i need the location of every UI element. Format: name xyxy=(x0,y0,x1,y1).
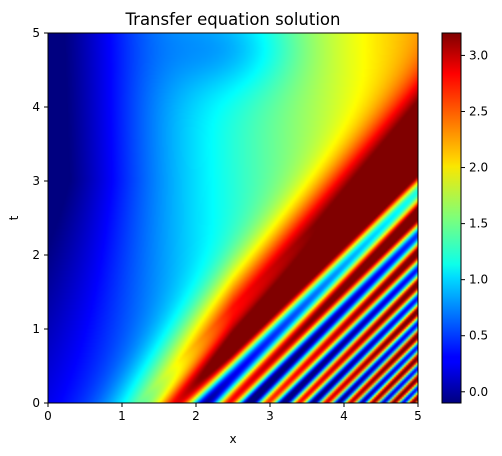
y-axis: 0 1 2 3 4 5 xyxy=(32,26,48,410)
y-tick-label: 2 xyxy=(32,248,40,262)
x-tick-label: 5 xyxy=(414,409,422,423)
colorbar: 0.0 0.5 1.0 1.5 2.0 2.5 3.0 xyxy=(441,32,488,404)
y-tick-label: 0 xyxy=(32,396,40,410)
x-axis: 0 1 2 3 4 5 xyxy=(44,403,422,423)
y-axis-label: t xyxy=(7,215,21,220)
plot-area xyxy=(47,32,419,404)
x-tick-label: 3 xyxy=(266,409,274,423)
y-tick-label: 4 xyxy=(32,100,40,114)
colorbar-tick-label: 1.0 xyxy=(469,273,488,287)
y-tick-label: 1 xyxy=(32,322,40,336)
y-tick-label: 3 xyxy=(32,174,40,188)
plot-frame xyxy=(47,32,419,404)
x-axis-label: x xyxy=(229,432,236,446)
colorbar-tick-label: 2.5 xyxy=(469,104,488,118)
colorbar-tick-label: 0.5 xyxy=(469,329,488,343)
x-tick-label: 2 xyxy=(192,409,200,423)
colorbar-ticks: 0.0 0.5 1.0 1.5 2.0 2.5 3.0 xyxy=(461,48,488,399)
colorbar-tick-label: 3.0 xyxy=(469,48,488,62)
colorbar-tick-label: 0.0 xyxy=(469,385,488,399)
colorbar-tick-label: 1.5 xyxy=(469,217,488,231)
colorbar-gradient xyxy=(441,32,462,404)
heatmap-image xyxy=(48,33,418,403)
x-tick-label: 0 xyxy=(44,409,52,423)
colorbar-tick-label: 2.0 xyxy=(469,161,488,175)
y-tick-label: 5 xyxy=(32,26,40,40)
chart-title: Transfer equation solution xyxy=(125,10,341,29)
x-tick-label: 4 xyxy=(340,409,348,423)
x-tick-label: 1 xyxy=(118,409,126,423)
